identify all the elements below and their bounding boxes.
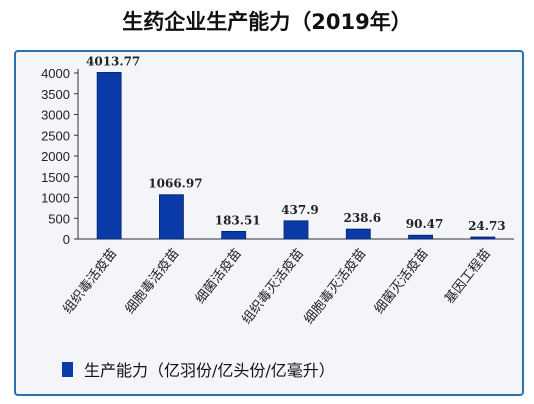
data-label: 90.47: [406, 217, 444, 231]
bar: [221, 230, 247, 240]
y-tick-label: 500: [48, 211, 70, 226]
category-label: 细菌灭活疫苗: [371, 246, 432, 317]
legend-swatch: [62, 362, 73, 377]
y-tick-label: 2500: [41, 128, 70, 143]
y-tick-label: 3500: [41, 87, 70, 102]
data-label: 437.9: [281, 203, 319, 217]
bar: [470, 236, 496, 240]
bar: [345, 228, 371, 240]
y-tick-label: 2000: [41, 149, 70, 164]
category-label: 组织毒活疫苗: [60, 246, 121, 317]
category-label: 细菌活疫苗: [192, 246, 245, 307]
data-label: 4013.77: [86, 54, 140, 68]
data-label: 238.6: [343, 211, 381, 225]
y-tick-label: 3000: [41, 108, 70, 123]
y-tick-label: 4000: [41, 66, 70, 81]
bar: [96, 72, 122, 240]
bar: [408, 234, 433, 240]
category-label: 细胞毒活疫苗: [122, 246, 183, 317]
y-tick-label: 1500: [41, 170, 70, 185]
data-label: 24.73: [468, 219, 506, 233]
category-label: 细胞毒灭活疫苗: [301, 246, 370, 328]
data-label: 1066.97: [148, 177, 202, 191]
y-tick-label: 1000: [41, 191, 70, 206]
data-label: 183.51: [215, 213, 261, 227]
legend-label: 生产能力（亿羽份/亿头份/亿毫升）: [84, 361, 335, 380]
y-tick-label: 0: [63, 232, 70, 247]
bar: [159, 194, 184, 240]
chart-title: 生药企业生产能力（2019年）: [122, 10, 412, 34]
category-label: 基因工程苗: [442, 246, 494, 306]
category-label: 组织毒灭活疫苗: [239, 246, 308, 328]
bar: [283, 220, 309, 240]
